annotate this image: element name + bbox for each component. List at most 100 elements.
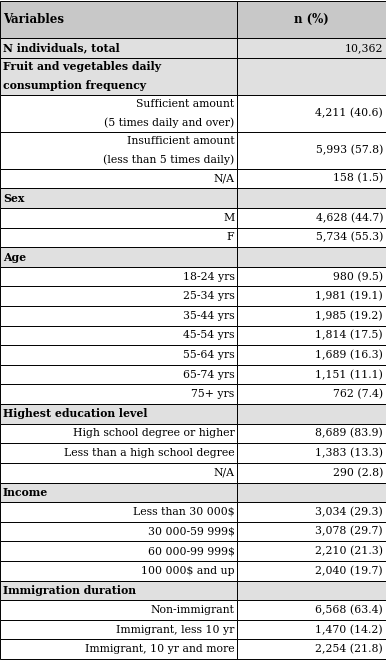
Text: 65-74 yrs: 65-74 yrs: [183, 370, 234, 379]
Bar: [237, 502, 386, 522]
Text: High school degree or higher: High school degree or higher: [73, 428, 234, 438]
Text: 100 000$ and up: 100 000$ and up: [141, 566, 234, 576]
Bar: [237, 482, 386, 502]
Text: 1,689 (16.3): 1,689 (16.3): [315, 350, 383, 360]
Text: 4,211 (40.6): 4,211 (40.6): [315, 108, 383, 118]
Text: (5 times daily and over): (5 times daily and over): [104, 117, 234, 128]
Bar: [0, 169, 237, 188]
Text: 5,734 (55.3): 5,734 (55.3): [316, 232, 383, 243]
Text: Immigration duration: Immigration duration: [3, 585, 136, 596]
Bar: [237, 94, 386, 132]
Text: 10,362: 10,362: [344, 43, 383, 53]
Bar: [0, 248, 237, 267]
Bar: [0, 620, 237, 640]
Bar: [0, 325, 237, 345]
Bar: [237, 188, 386, 208]
Bar: [0, 57, 237, 94]
Text: Fruit and vegetables daily: Fruit and vegetables daily: [3, 61, 161, 72]
Text: consumption frequency: consumption frequency: [3, 81, 146, 91]
Text: 1,470 (14.2): 1,470 (14.2): [315, 624, 383, 635]
Bar: [0, 228, 237, 248]
Text: 1,981 (19.1): 1,981 (19.1): [315, 291, 383, 302]
Text: 2,040 (19.7): 2,040 (19.7): [315, 566, 383, 576]
Text: 60 000-99 999$: 60 000-99 999$: [147, 546, 234, 556]
Bar: [0, 38, 237, 57]
Text: Age: Age: [3, 251, 26, 263]
Bar: [0, 522, 237, 541]
Text: F: F: [227, 232, 234, 242]
Text: Immigrant, less 10 yr: Immigrant, less 10 yr: [116, 624, 234, 634]
Text: 290 (2.8): 290 (2.8): [333, 467, 383, 478]
Text: Variables: Variables: [3, 13, 64, 26]
Bar: [0, 561, 237, 581]
Text: 1,985 (19.2): 1,985 (19.2): [315, 311, 383, 321]
Bar: [237, 541, 386, 561]
Bar: [237, 325, 386, 345]
Bar: [0, 132, 237, 169]
Bar: [237, 248, 386, 267]
Text: 2,210 (21.3): 2,210 (21.3): [315, 546, 383, 556]
Bar: [0, 345, 237, 365]
Bar: [237, 620, 386, 640]
Text: N/A: N/A: [213, 468, 234, 478]
Text: Sufficient amount: Sufficient amount: [136, 98, 234, 109]
Bar: [237, 581, 386, 600]
Bar: [0, 208, 237, 228]
Bar: [237, 208, 386, 228]
Bar: [0, 286, 237, 306]
Bar: [0, 1, 237, 38]
Bar: [237, 57, 386, 94]
Bar: [0, 482, 237, 502]
Bar: [0, 463, 237, 482]
Text: 980 (9.5): 980 (9.5): [333, 271, 383, 282]
Text: n (%): n (%): [294, 13, 329, 26]
Bar: [237, 463, 386, 482]
Text: 5,993 (57.8): 5,993 (57.8): [316, 145, 383, 155]
Bar: [237, 228, 386, 248]
Bar: [0, 94, 237, 132]
Bar: [237, 600, 386, 620]
Text: Sex: Sex: [3, 193, 24, 204]
Bar: [237, 267, 386, 286]
Text: 1,151 (11.1): 1,151 (11.1): [315, 370, 383, 380]
Bar: [237, 38, 386, 57]
Bar: [237, 345, 386, 365]
Bar: [0, 306, 237, 325]
Bar: [0, 365, 237, 385]
Text: Highest education level: Highest education level: [3, 409, 147, 419]
Text: N/A: N/A: [213, 174, 234, 183]
Bar: [237, 132, 386, 169]
Text: Income: Income: [3, 487, 48, 498]
Text: 18-24 yrs: 18-24 yrs: [183, 272, 234, 282]
Text: 6,568 (63.4): 6,568 (63.4): [315, 605, 383, 615]
Bar: [237, 404, 386, 424]
Bar: [0, 541, 237, 561]
Text: 1,383 (13.3): 1,383 (13.3): [315, 448, 383, 458]
Bar: [237, 522, 386, 541]
Text: 1,814 (17.5): 1,814 (17.5): [315, 330, 383, 341]
Text: 4,628 (44.7): 4,628 (44.7): [315, 213, 383, 223]
Text: 8,689 (83.9): 8,689 (83.9): [315, 428, 383, 439]
Text: Insufficient amount: Insufficient amount: [127, 135, 234, 146]
Bar: [237, 561, 386, 581]
Text: 30 000-59 999$: 30 000-59 999$: [147, 527, 234, 537]
Text: 35-44 yrs: 35-44 yrs: [183, 311, 234, 321]
Text: 3,034 (29.3): 3,034 (29.3): [315, 507, 383, 517]
Text: 45-54 yrs: 45-54 yrs: [183, 331, 234, 341]
Text: Non-immigrant: Non-immigrant: [151, 605, 234, 615]
Bar: [0, 581, 237, 600]
Text: 55-64 yrs: 55-64 yrs: [183, 350, 234, 360]
Text: 75+ yrs: 75+ yrs: [191, 389, 234, 399]
Text: 25-34 yrs: 25-34 yrs: [183, 291, 234, 301]
Text: M: M: [223, 213, 234, 223]
Bar: [237, 385, 386, 404]
Bar: [237, 444, 386, 463]
Bar: [0, 188, 237, 208]
Bar: [0, 267, 237, 286]
Bar: [0, 502, 237, 522]
Bar: [0, 444, 237, 463]
Bar: [237, 424, 386, 444]
Text: Immigrant, 10 yr and more: Immigrant, 10 yr and more: [85, 644, 234, 654]
Text: Less than 30 000$: Less than 30 000$: [133, 507, 234, 517]
Bar: [237, 306, 386, 325]
